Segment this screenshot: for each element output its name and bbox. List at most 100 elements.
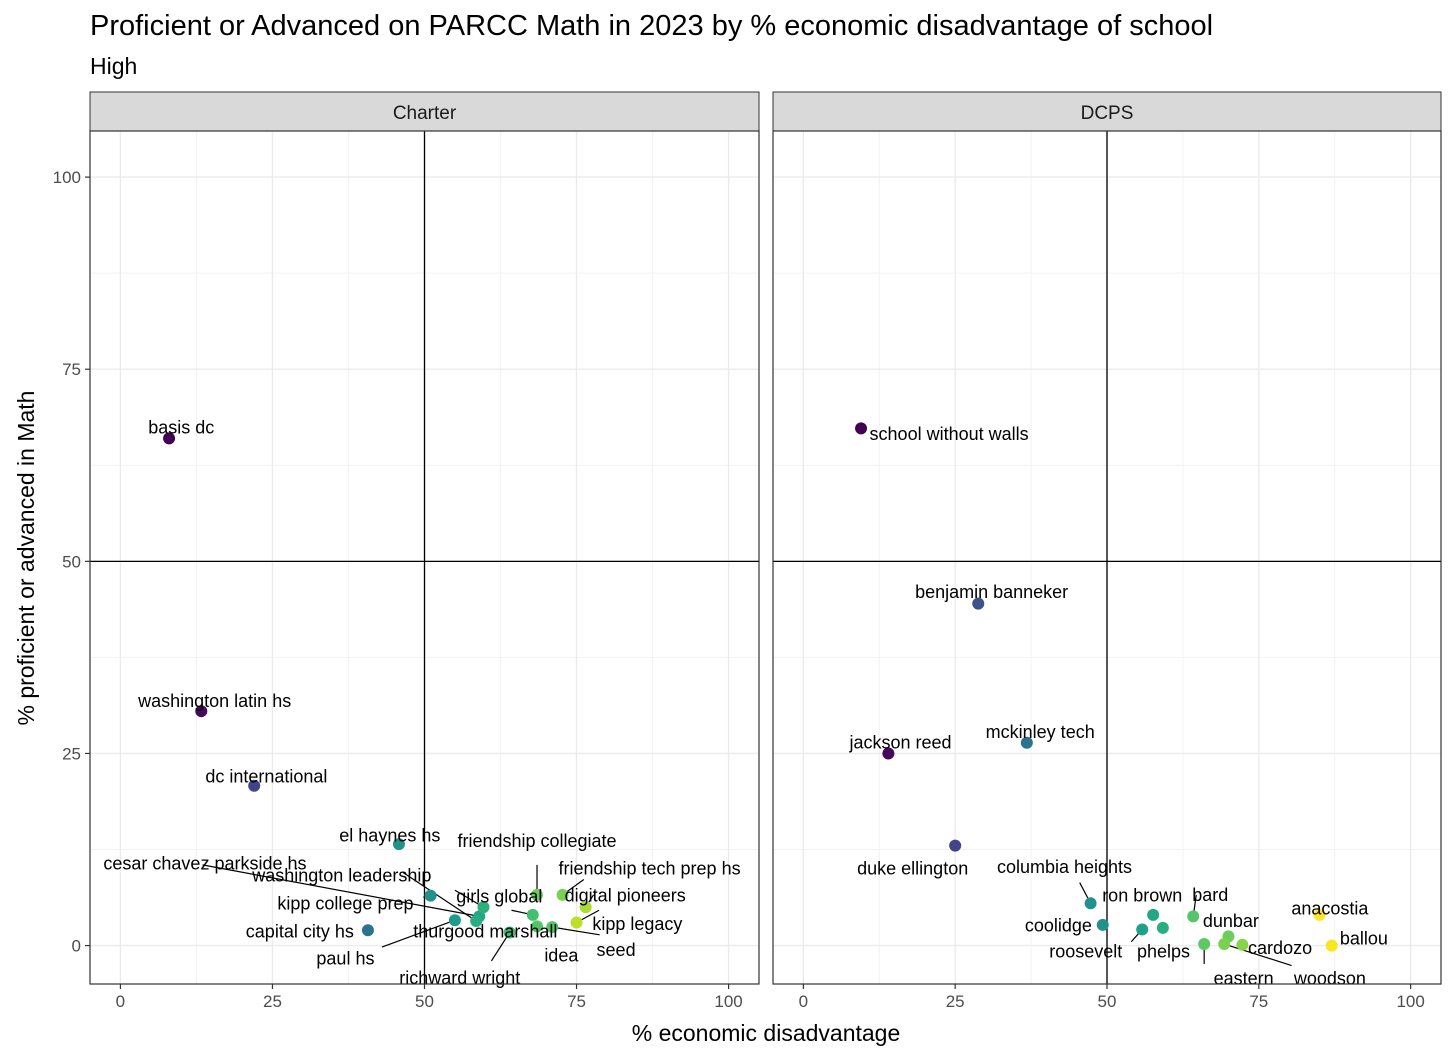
point-label: benjamin banneker — [915, 582, 1068, 602]
data-point — [531, 888, 544, 901]
x-tick-label: 75 — [1249, 992, 1268, 1011]
point-label: cesar chavez parkside hs — [103, 853, 306, 873]
point-label: kipp college prep — [277, 893, 413, 913]
data-point — [1020, 736, 1033, 749]
point-labels: basis dc washington latin hs dc internatio… — [103, 418, 740, 988]
point-label: richward wright — [399, 968, 520, 988]
data-points — [855, 422, 1338, 952]
x-tick-label: 100 — [1396, 992, 1424, 1011]
point-label: dc international — [205, 767, 327, 787]
point-label: basis dc — [148, 418, 214, 438]
data-point — [1198, 938, 1211, 951]
data-point — [1084, 897, 1097, 910]
data-point — [1096, 918, 1109, 931]
point-label: mckinley tech — [986, 722, 1095, 742]
y-axis: 0 25 50 75 100 — [53, 168, 90, 956]
point-label: coolidge — [1025, 916, 1092, 936]
point-label: phelps — [1137, 942, 1190, 962]
x-tick-label: 50 — [415, 992, 434, 1011]
data-point — [503, 926, 516, 939]
panel-dcps: DCPS school without walls benjamin banneke… — [772, 91, 1442, 1011]
point-label: paul hs — [316, 949, 374, 969]
point-label: dunbar — [1203, 911, 1259, 931]
y-tick-label: 100 — [53, 168, 81, 187]
point-label: school without walls — [870, 424, 1029, 444]
x-tick-label: 25 — [263, 992, 282, 1011]
data-point — [195, 705, 208, 718]
point-label: washington latin hs — [137, 691, 291, 711]
data-point — [556, 888, 569, 901]
data-point — [163, 432, 176, 445]
x-tick-label: 75 — [567, 992, 586, 1011]
facet-strip-label: DCPS — [1081, 103, 1134, 124]
point-label: capital city hs — [246, 922, 354, 942]
leader-line — [402, 872, 477, 922]
data-point — [579, 901, 592, 914]
facet-strip — [89, 91, 760, 132]
point-label: girls global — [456, 886, 542, 906]
y-tick-label: 75 — [62, 360, 81, 379]
point-labels: school without walls benjamin banneker jac… — [848, 424, 1387, 989]
x-tick-label: 25 — [946, 992, 965, 1011]
data-point — [1313, 908, 1326, 921]
data-point — [448, 914, 461, 927]
point-label: jackson reed — [848, 733, 951, 753]
point-label: eastern — [1214, 969, 1274, 989]
point-label: duke ellington — [857, 859, 968, 879]
point-label: roosevelt — [1049, 942, 1122, 962]
data-point — [1187, 910, 1200, 923]
x-tick-label: 0 — [116, 992, 125, 1011]
data-point — [531, 920, 544, 933]
x-tick-label: 0 — [799, 992, 808, 1011]
data-point — [546, 921, 559, 934]
chart-title: Proficient or Advanced on PARCC Math in … — [90, 10, 1213, 42]
data-point — [424, 889, 437, 902]
point-label: bard — [1192, 885, 1228, 905]
leader-line — [381, 919, 456, 948]
data-point — [1218, 938, 1231, 951]
x-axis: 0 25 50 75 100 — [116, 984, 743, 1011]
panel-charter: Charter basis dc washington latin hs dc int… — [53, 91, 760, 1011]
data-point — [570, 916, 583, 929]
y-tick-label: 50 — [62, 552, 81, 571]
data-point — [949, 839, 962, 852]
data-point — [1147, 908, 1160, 921]
y-tick-label: 25 — [62, 744, 81, 763]
point-label: digital pioneers — [565, 886, 686, 906]
leader-line — [552, 926, 600, 936]
point-label: woodson — [1293, 969, 1366, 989]
x-tick-label: 50 — [1098, 992, 1117, 1011]
chart-subtitle: High — [90, 53, 137, 79]
data-point — [972, 597, 985, 610]
point-label: ballou — [1340, 929, 1388, 949]
point-label: kipp legacy — [592, 914, 682, 934]
data-point — [248, 779, 261, 792]
data-point — [882, 747, 895, 760]
data-point — [1236, 938, 1249, 951]
point-label: cardozo — [1248, 938, 1312, 958]
y-tick-label: 0 — [72, 937, 81, 956]
data-point — [526, 908, 539, 921]
data-point — [361, 924, 374, 937]
facet-strip-label: Charter — [393, 103, 457, 124]
point-label: friendship collegiate — [457, 831, 616, 851]
point-label: el haynes hs — [339, 826, 440, 846]
data-point — [1325, 939, 1338, 952]
point-label: friendship tech prep hs — [558, 859, 740, 879]
x-tick-label: 100 — [714, 992, 742, 1011]
leader-line — [1224, 943, 1292, 967]
point-label: thurgood marshall — [413, 922, 557, 942]
x-axis: 0 25 50 75 100 — [799, 984, 1425, 1011]
point-label: washington leadership — [251, 866, 431, 886]
data-point — [1136, 923, 1149, 936]
point-label: seed — [597, 940, 636, 960]
point-label: columbia heights — [997, 857, 1132, 877]
point-label: ron brown — [1102, 886, 1182, 906]
data-point — [477, 901, 490, 914]
y-axis-label: % proficient or advanced in Math — [13, 391, 39, 726]
data-point — [855, 422, 868, 435]
x-axis-label: % economic disadvantage — [632, 1020, 901, 1046]
data-point — [470, 914, 483, 927]
point-label: anacostia — [1291, 899, 1369, 919]
